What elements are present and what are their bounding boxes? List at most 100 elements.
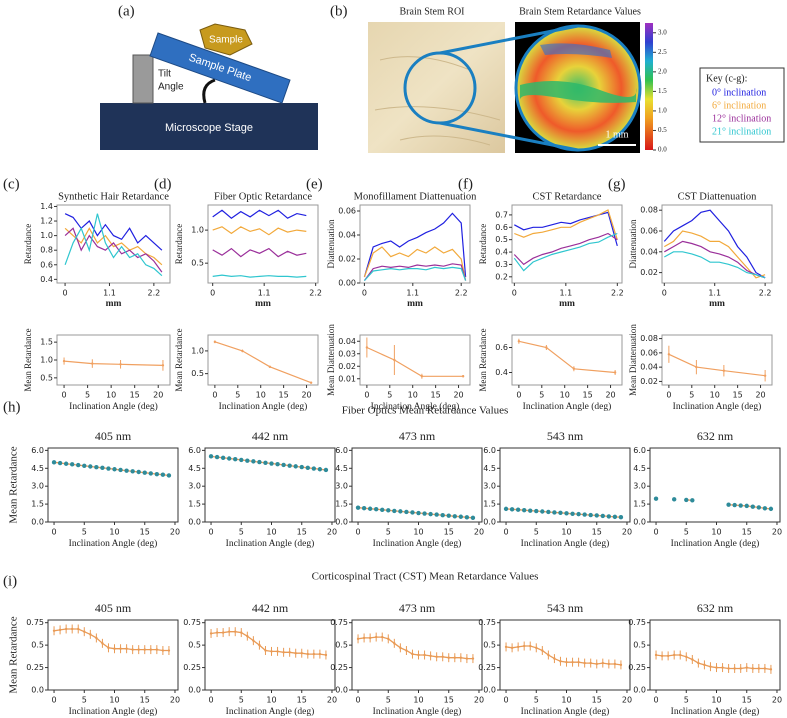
y-tick-label: 0.25 <box>478 663 496 672</box>
y-tick-label: 0.5 <box>188 641 201 650</box>
support <box>202 78 216 104</box>
point <box>100 465 105 471</box>
point <box>510 646 514 650</box>
point <box>613 662 617 666</box>
x-tick-label: 20 <box>170 528 180 537</box>
series-line <box>363 246 467 281</box>
x-tick-label: 0 <box>355 528 360 537</box>
point <box>429 654 432 658</box>
key-entry: 6° inclination <box>712 100 766 111</box>
point <box>534 508 539 514</box>
stage-label: Microscope Stage <box>165 122 253 134</box>
x-axis-label: Inclination Angle (deg) <box>373 706 462 717</box>
axes-frame <box>56 334 171 386</box>
y-tick-label: 6.0 <box>335 446 348 455</box>
point <box>751 667 754 670</box>
point <box>600 513 605 519</box>
point <box>89 633 92 636</box>
point <box>588 512 593 518</box>
chart-title: CST Diattenuation <box>678 191 758 202</box>
x-tick-label: 0 <box>51 696 56 705</box>
y-tick-label: 0.8 <box>40 246 53 255</box>
x-tick-label: 0 <box>212 391 217 400</box>
y-tick-label: 3.0 <box>31 482 44 491</box>
y-tick-label: 0.0 <box>188 686 201 695</box>
x-tick-label: 20 <box>772 528 782 537</box>
point <box>721 666 724 669</box>
colorbar-tick-label: 3.0 <box>658 28 667 36</box>
point <box>672 653 676 657</box>
x-tick-label: 20 <box>772 696 782 705</box>
point <box>583 661 586 665</box>
point <box>671 497 677 502</box>
y-axis-label: Mean Diattenuation <box>628 324 638 396</box>
point <box>504 645 508 649</box>
y-tick-label: 1.5 <box>483 500 496 509</box>
point <box>446 513 451 518</box>
x-tick-label: 20 <box>453 391 463 400</box>
x-tick-label: 0 <box>516 391 521 400</box>
point <box>541 649 544 652</box>
point <box>722 369 726 372</box>
y-tick-label: 0.25 <box>183 663 201 672</box>
y-tick-label: 0.0 <box>633 686 646 695</box>
point <box>606 514 612 519</box>
point <box>461 375 465 378</box>
axes-frame <box>207 204 319 284</box>
panel-b: (b) Brain Stem ROI Brain Stem Retardance… <box>330 3 785 153</box>
y-tick-label: 0.5 <box>191 369 204 378</box>
point <box>220 455 226 460</box>
point <box>373 507 379 512</box>
point <box>695 365 698 369</box>
x-tick-label: 15 <box>592 528 602 537</box>
x-tick-label: 10 <box>109 696 119 705</box>
point <box>106 466 111 471</box>
x-tick-label: 1.1 <box>406 289 419 298</box>
point <box>368 636 372 640</box>
chart-title: Fiber Optic Retardance <box>214 191 312 202</box>
point <box>355 505 361 510</box>
y-tick-label: 0.5 <box>191 259 204 268</box>
y-tick-label: 1.0 <box>40 231 53 240</box>
y-tick-label: 0.0 <box>633 518 646 527</box>
series-line <box>64 213 163 277</box>
y-tick-label: 1.0 <box>191 226 204 235</box>
point <box>726 502 731 507</box>
point <box>306 652 309 656</box>
axes-frame <box>511 334 623 386</box>
point <box>470 515 476 521</box>
panel-label: (a) <box>118 3 135 19</box>
x-tick-label: 15 <box>742 696 752 705</box>
point <box>423 653 426 657</box>
y-tick-label: 0.02 <box>338 255 356 264</box>
point <box>434 512 439 517</box>
point <box>509 507 515 512</box>
colorbar-tick-label: 0.5 <box>658 126 667 134</box>
point <box>294 652 297 655</box>
x-tick-label: 5 <box>534 528 539 537</box>
point <box>572 367 576 370</box>
series-line <box>513 232 618 272</box>
point <box>422 511 427 516</box>
x-tick-label: 10 <box>561 696 571 705</box>
point <box>69 462 75 467</box>
x-tick-label: 0 <box>662 289 667 298</box>
y-tick-label: 0.06 <box>640 227 658 236</box>
point <box>392 508 397 514</box>
x-tick-label: 15 <box>431 391 441 400</box>
y-tick-label: 0.4 <box>495 248 508 257</box>
x-tick-label: 15 <box>444 528 454 537</box>
axes-frame <box>351 447 483 523</box>
y-tick-label: 0.0 <box>483 686 496 695</box>
point <box>447 656 450 659</box>
chart-title: 473 nm <box>399 429 436 443</box>
x-axis-label: Inclination Angle (deg) <box>521 538 610 549</box>
point <box>83 630 86 633</box>
y-axis-label: Mean Diattenuation <box>326 324 336 396</box>
x-tick-label: 15 <box>592 696 602 705</box>
x-tick-label: 0 <box>63 289 68 298</box>
x-tick-label: 0 <box>653 696 658 705</box>
sample-label: Sample <box>209 35 243 46</box>
chart-title: 543 nm <box>547 601 584 615</box>
